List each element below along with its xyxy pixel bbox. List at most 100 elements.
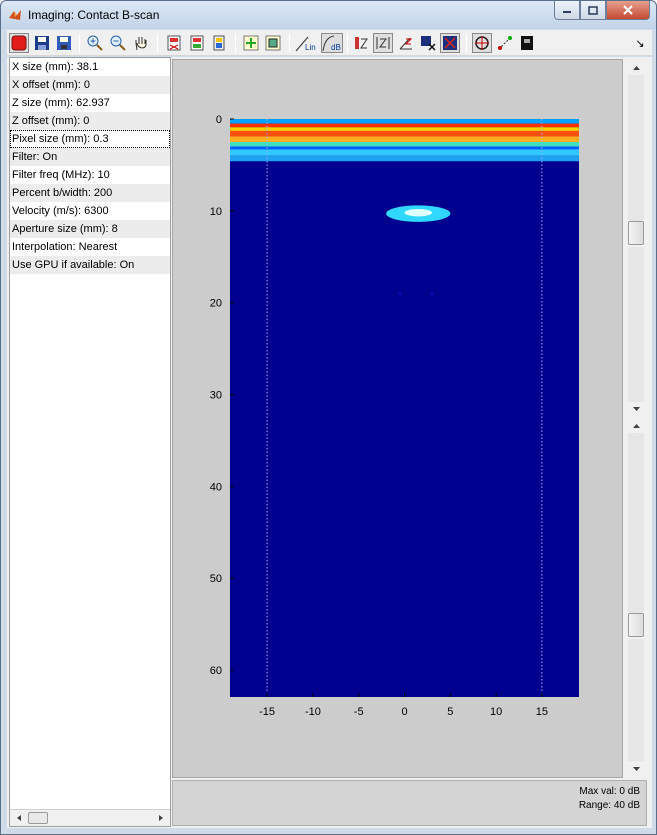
y-tick-label: 50 [210,573,222,585]
reflector-echo [404,209,432,217]
save-icon [57,36,71,50]
clear-mask-button[interactable] [418,33,438,53]
colorbar-icon [213,35,225,51]
echo-band [230,149,579,156]
close-icon [623,5,633,15]
parameter-row[interactable]: Use GPU if available: On [10,256,170,274]
svg-text:dB: dB [331,43,341,52]
echo-band [230,141,579,147]
range-readout: Range: 40 dB [578,800,640,811]
normalize-z-button[interactable] [351,33,371,53]
mask-icon [443,36,457,50]
data-cursor-icon [243,35,259,51]
maximize-button[interactable] [580,1,606,20]
x-tick-label: 5 [447,706,453,718]
parameter-list[interactable]: X size (mm): 38.1 X offset (mm): 0 Z size … [10,58,170,274]
select-region-button[interactable] [263,33,283,53]
echo-band [230,136,579,142]
colormap-button[interactable] [517,33,537,53]
export-figure-icon [167,35,181,51]
z-scale-button[interactable] [373,33,393,53]
parameter-row[interactable]: Z offset (mm): 0 [10,112,170,130]
save-as-button[interactable] [32,33,52,53]
scroll-track-upper[interactable] [628,75,644,221]
record-icon [11,35,27,51]
normalize-z-icon [355,37,368,49]
data-cursor-button[interactable] [241,33,261,53]
parameter-row[interactable]: Z size (mm): 62.937 [12,97,110,109]
pan-button[interactable] [131,33,151,53]
parameter-row[interactable]: Filter: On [10,148,170,166]
select-region-icon [265,35,281,51]
scroll-track-upper-lower[interactable] [628,247,644,402]
vertical-scroll-thumb-lower[interactable] [628,613,644,637]
image-background[interactable] [230,119,579,697]
copy-figure-button[interactable] [187,33,207,53]
save-button[interactable] [54,33,74,53]
parameter-row[interactable]: Percent b/width: 200 [10,184,170,202]
scroll-down-icon[interactable] [628,402,644,416]
parameter-row[interactable]: Pixel size (mm): 0.3 [10,130,170,148]
parameter-row[interactable]: Filter freq (MHz): 10 [12,169,110,181]
angle-icon [399,37,413,50]
db-scale-icon: dB [322,35,341,52]
linear-scale-icon: Lin [295,36,316,52]
toolbar-expand-button[interactable]: ↘ [631,33,649,53]
angle-button[interactable] [396,33,416,53]
x-tick-label: 15 [536,706,548,718]
y-tick-label: 30 [210,390,222,402]
x-tick-label: -10 [305,706,321,718]
zoom-out-button[interactable] [108,33,128,53]
scroll-up-icon-2[interactable] [628,419,644,433]
minimize-button[interactable] [554,1,580,20]
parameter-list-panel: X size (mm): 38.1 X offset (mm): 0 Z size … [9,57,171,827]
y-tick-label: 60 [210,665,222,677]
zoom-in-button[interactable] [85,33,105,53]
z-scale-icon [376,37,390,49]
export-figure-button[interactable] [164,33,184,53]
scroll-down-icon-2[interactable] [628,762,644,776]
mask-button[interactable] [440,33,460,53]
linear-scale-button[interactable]: Lin [295,33,319,53]
status-panel: Max val: 0 dB Range: 40 dB [172,780,647,826]
horizontal-scroll-thumb[interactable] [28,812,48,824]
parameter-row[interactable]: Velocity (m/s): 6300 [12,205,109,217]
parameter-row[interactable]: Aperture size (mm): 8 [10,220,170,238]
window-title: Imaging: Contact B-scan [28,8,160,22]
close-button[interactable] [606,1,650,20]
save-as-icon [35,36,49,50]
clear-mask-icon [421,36,436,51]
record-button[interactable] [9,33,29,53]
y-tick-label: 0 [216,114,222,126]
crosshair-button[interactable] [472,33,492,53]
minimize-icon [563,11,571,13]
vertical-scroll-thumb-upper[interactable] [628,221,644,245]
db-scale-button[interactable]: dB [321,33,343,53]
matlab-icon [9,10,21,20]
echo-band [230,130,579,137]
plot-panel: -15 -10 -5 0 5 10 15 0 10 20 30 40 50 60 [172,59,623,778]
title-bar[interactable]: Imaging: Contact B-scan [1,1,656,29]
scroll-right-icon[interactable] [153,810,169,826]
echo-band [230,155,579,162]
measure-button[interactable] [495,33,515,53]
scroll-left-icon[interactable] [11,810,27,826]
parameter-row[interactable]: X offset (mm): 0 [10,76,170,94]
colorbar-button[interactable] [209,33,229,53]
y-tick-label: 40 [210,481,222,493]
parameter-row[interactable]: X size (mm): 38.1 [12,61,99,73]
scroll-up-icon[interactable] [628,61,644,75]
echo-band [230,127,579,131]
parameter-row[interactable]: Interpolation: Nearest [12,241,118,253]
faint-echo-spot [398,291,402,295]
echo-band [230,146,579,150]
scroll-track-lower[interactable] [628,433,644,613]
client-area: X size (mm): 38.1 X offset (mm): 0 Z size … [7,57,652,828]
bscan-plot[interactable]: -15 -10 -5 0 5 10 15 0 10 20 30 40 50 60 [173,60,622,777]
crosshair-icon [475,36,489,50]
measure-icon [498,36,512,50]
scroll-track-lower-bottom[interactable] [628,639,644,761]
horizontal-scrollbar[interactable] [10,809,170,826]
y-tick-label: 10 [210,206,222,218]
